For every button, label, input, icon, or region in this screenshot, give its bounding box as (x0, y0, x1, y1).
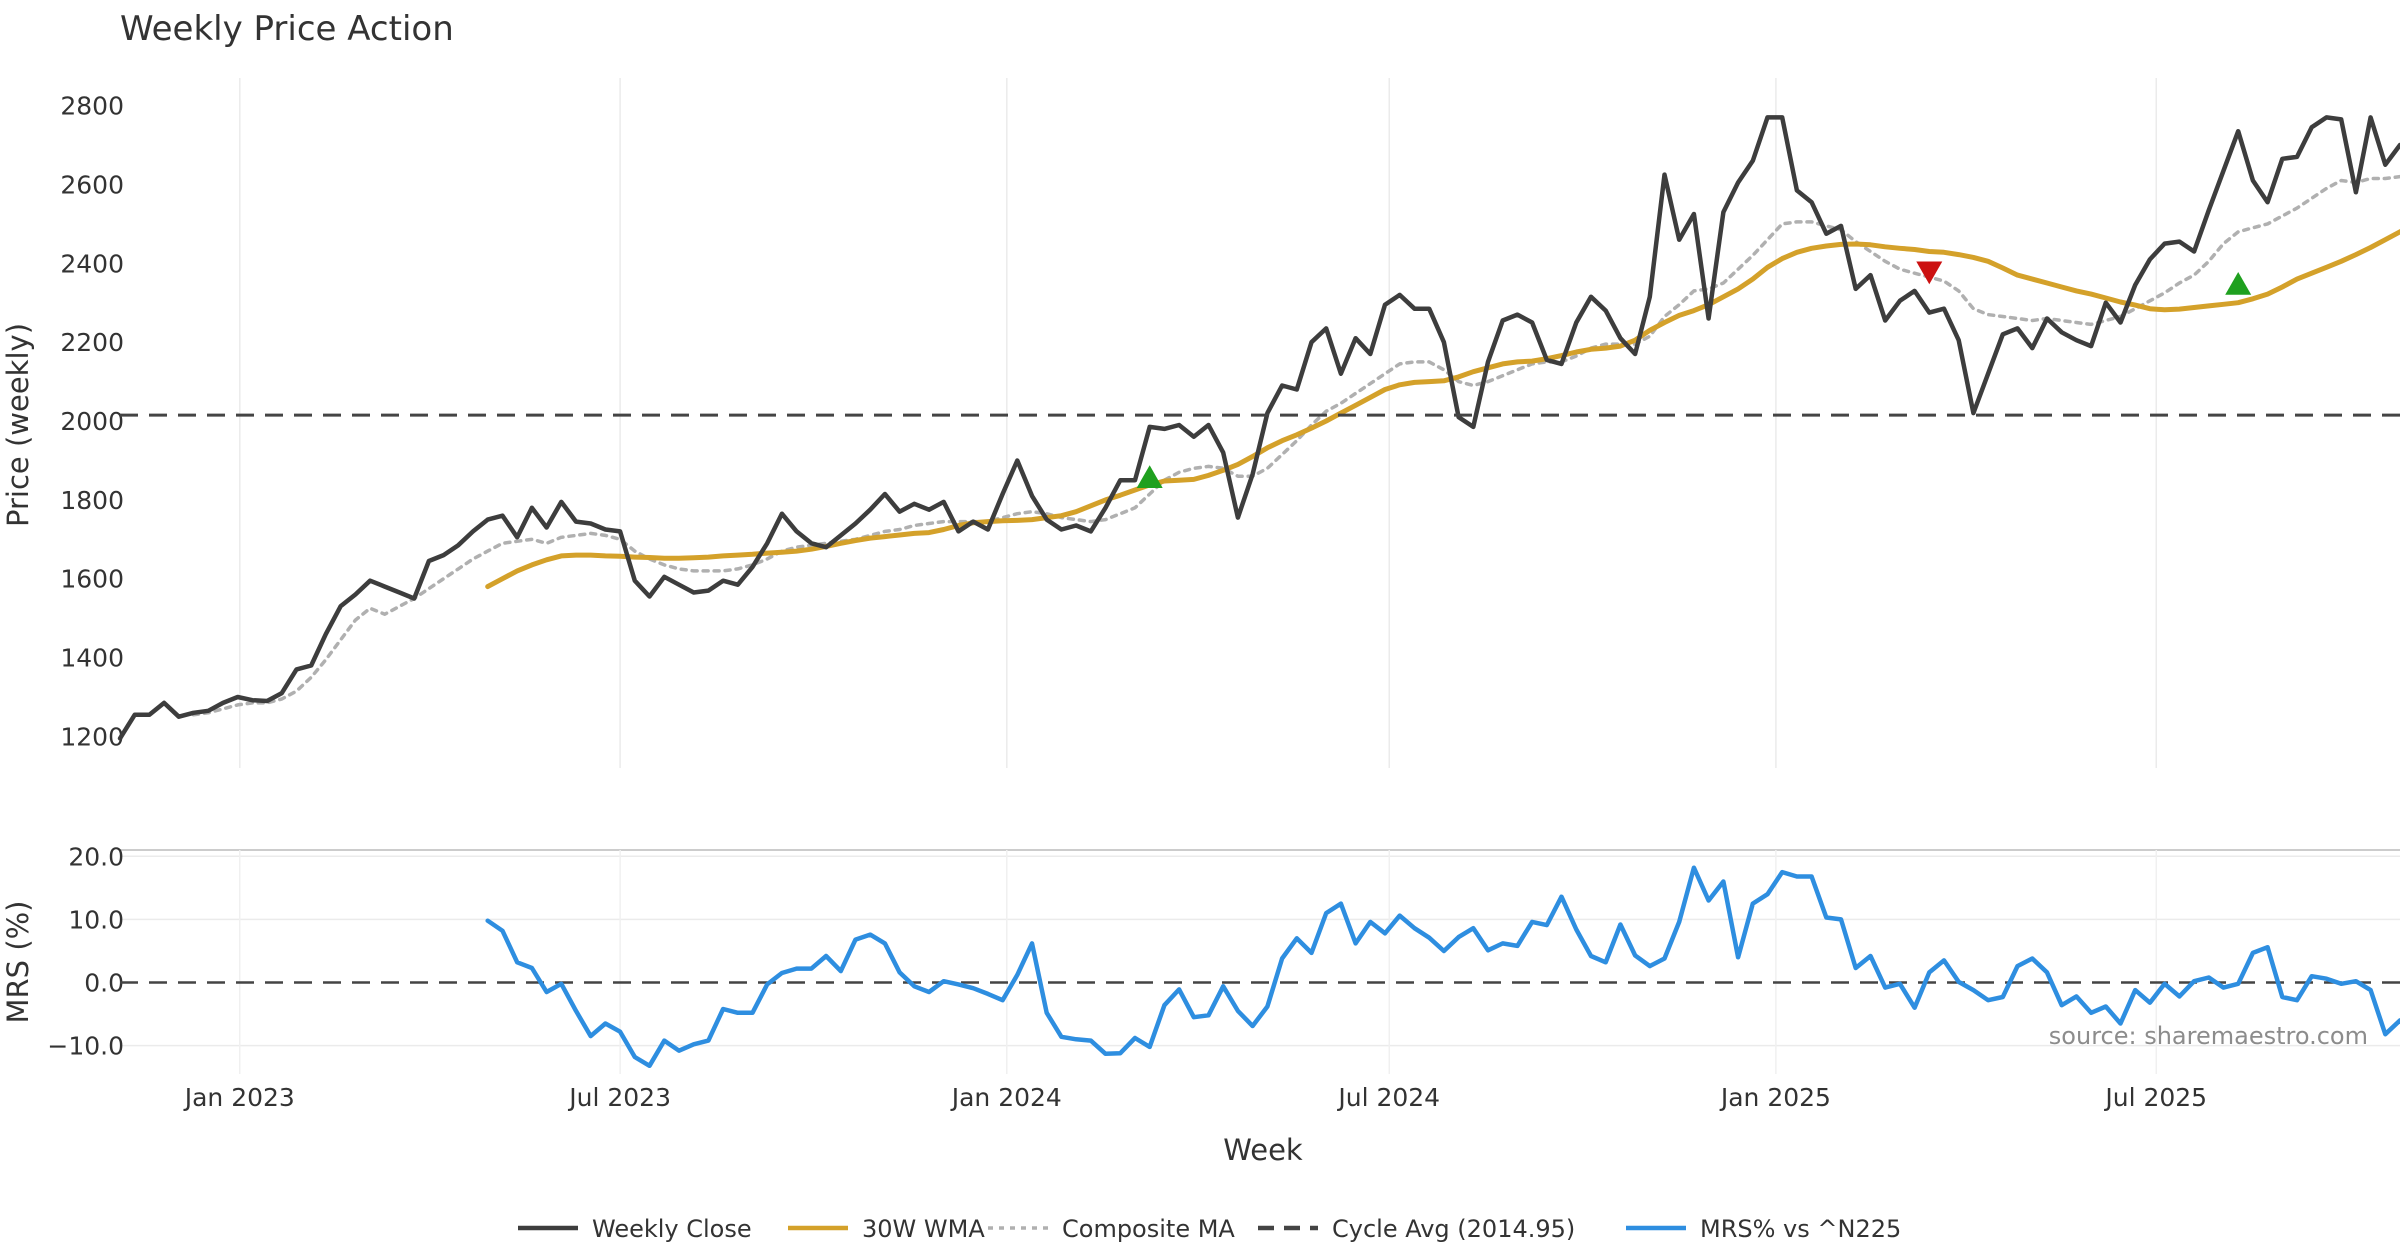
price-y-tick-label: 1400 (60, 644, 124, 673)
price-y-tick-label: 1800 (60, 486, 124, 515)
mrs-gridlines (120, 850, 2400, 1074)
mrs-y-tick-label: 20.0 (68, 842, 124, 871)
legend: Weekly Close 30W WMA Composite MA Cycle Avg… (518, 1215, 1901, 1243)
price-y-tick-label: 2600 (60, 170, 124, 199)
legend-label: Composite MA (1062, 1215, 1235, 1243)
price-y-tick-label: 2400 (60, 249, 124, 278)
price-y-tick-label: 2800 (60, 92, 124, 121)
price-y-tick-label: 2200 (60, 328, 124, 357)
mrs-y-ticks: −10.0 0.0 10.0 20.0 (47, 842, 124, 1060)
x-tick-label: Jan 2024 (950, 1083, 1062, 1112)
x-tick-label: Jul 2024 (1336, 1083, 1440, 1112)
mrs-y-tick-label: 10.0 (68, 905, 124, 934)
x-tick-label: Jan 2023 (183, 1083, 295, 1112)
x-tick-label: Jan 2025 (1719, 1083, 1831, 1112)
x-tick-label: Jul 2023 (567, 1083, 671, 1112)
composite-ma-line (191, 174, 2400, 717)
weekly-close-line (117, 115, 2400, 741)
x-axis-label: Week (1223, 1133, 1303, 1167)
price-y-ticks: 1200 1400 1600 1800 2000 2200 2400 2600 2800 (60, 92, 124, 752)
price-y-axis-label: Price (weekly) (1, 323, 35, 527)
buy-signal-marker (2225, 272, 2252, 295)
legend-label: 30W WMA (862, 1215, 985, 1243)
chart-title: Weekly Price Action (120, 9, 454, 49)
price-gridlines (239, 78, 2157, 768)
legend-label: MRS% vs ^N225 (1700, 1215, 1901, 1243)
legend-label: Cycle Avg (2014.95) (1332, 1215, 1575, 1243)
buy-signal-marker (1136, 465, 1163, 488)
price-y-tick-label: 2000 (60, 407, 124, 436)
price-y-tick-label: 1600 (60, 565, 124, 594)
signal-markers (1136, 261, 2252, 488)
price-series (117, 115, 2400, 741)
mrs-y-axis-label: MRS (%) (1, 901, 35, 1024)
sell-signal-marker (1916, 261, 1943, 285)
x-axis-ticks: Jan 2023 Jul 2023 Jan 2024 Jul 2024 Jan 2025… (183, 1083, 2207, 1112)
price-panel: 1200 1400 1600 1800 2000 2200 2400 2600 2800 (60, 78, 2400, 768)
mrs-series (120, 865, 2400, 1069)
price-y-tick-label: 1200 (60, 722, 124, 751)
mrs-line (485, 865, 2400, 1069)
legend-label: Weekly Close (592, 1215, 752, 1243)
mrs-y-tick-label: −10.0 (47, 1032, 124, 1061)
source-note: source: sharemaestro.com (2049, 1022, 2368, 1050)
mrs-y-tick-label: 0.0 (84, 969, 124, 998)
mrs-panel: −10.0 0.0 10.0 20.0 (47, 842, 2400, 1074)
x-tick-label: Jul 2025 (2103, 1083, 2207, 1112)
